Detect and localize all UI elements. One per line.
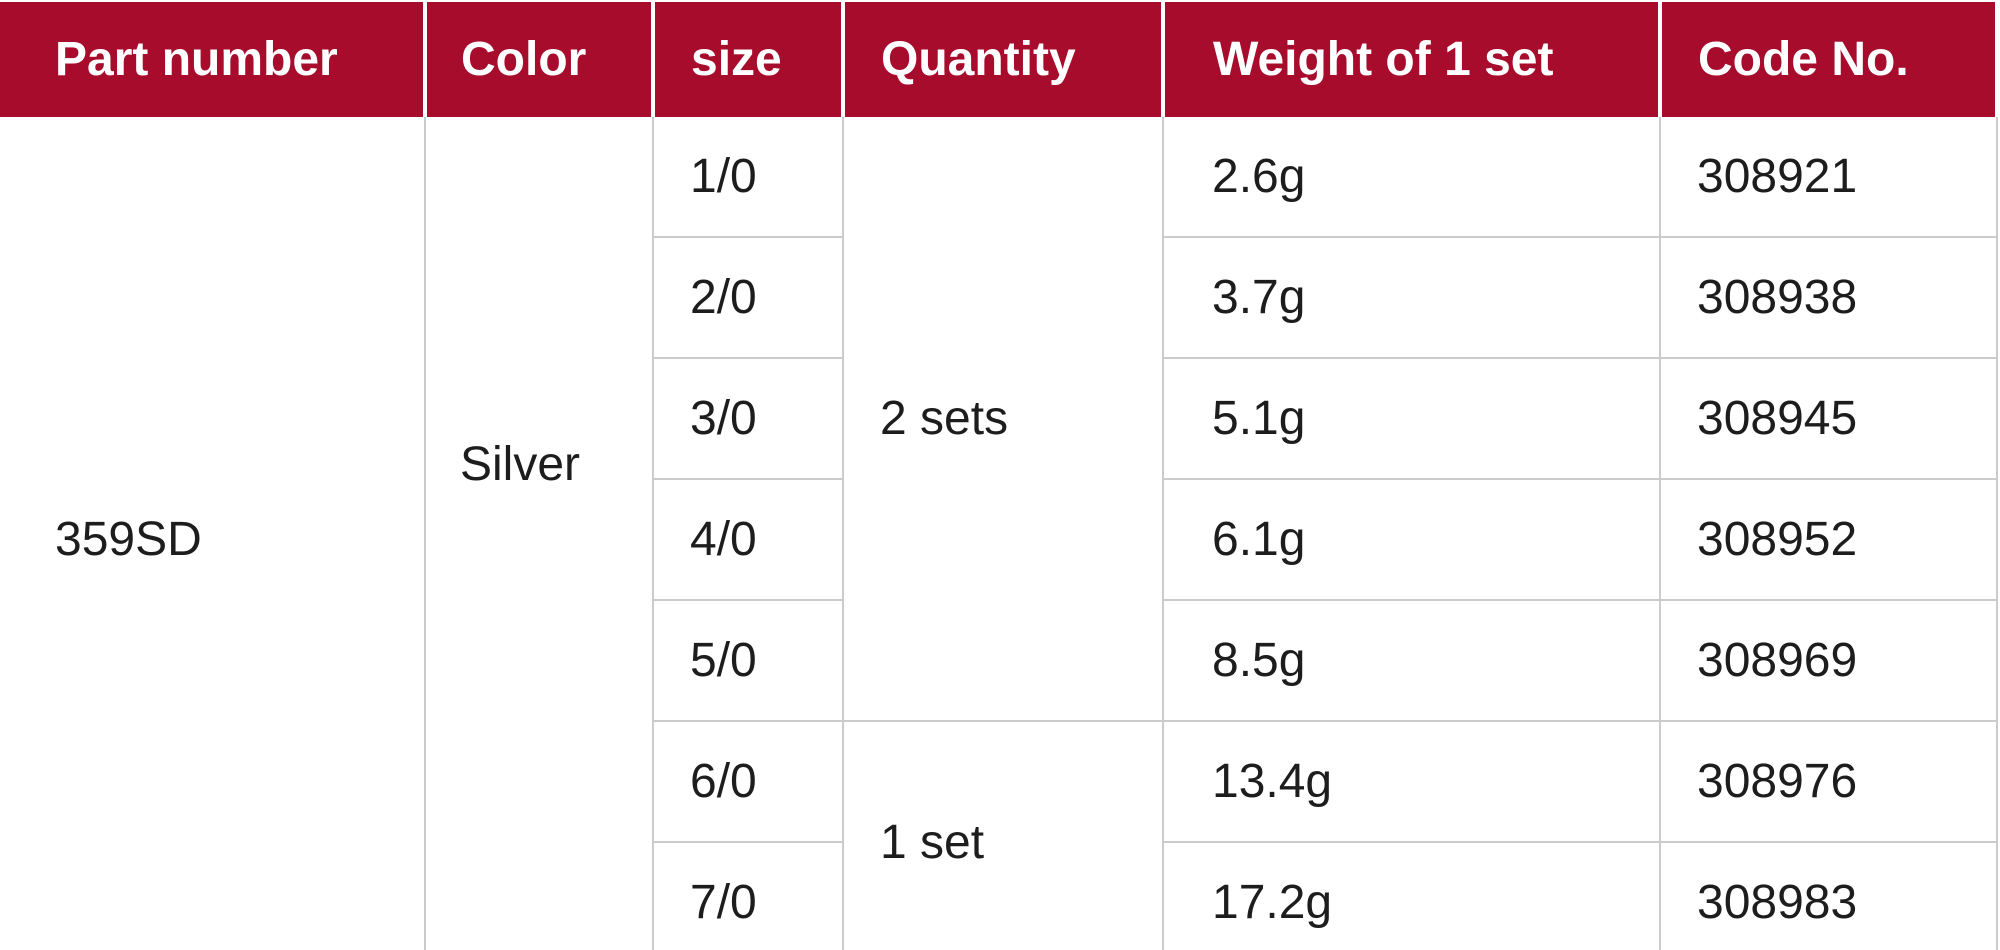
cell-weight: 13.4g — [1162, 720, 1661, 843]
code-value: 308945 — [1697, 392, 1858, 445]
header-part-number: Part number — [0, 2, 427, 117]
header-quantity-label: Quantity — [881, 33, 1076, 86]
header-weight-label: Weight of 1 set — [1213, 33, 1554, 86]
cell-quantity: 2 sets — [842, 117, 1164, 722]
cell-code: 308921 — [1659, 117, 1998, 238]
cell-size: 2/0 — [652, 236, 844, 359]
weight-value: 17.2g — [1212, 876, 1333, 929]
code-value: 308969 — [1697, 634, 1858, 687]
size-value: 5/0 — [690, 634, 757, 687]
code-value: 308921 — [1697, 150, 1858, 203]
table-header: Part number Color size Quantity Weight o… — [0, 2, 1999, 117]
color-value: Silver — [460, 438, 581, 491]
code-value: 308983 — [1697, 876, 1858, 929]
cell-weight: 6.1g — [1162, 478, 1661, 601]
weight-value: 3.7g — [1212, 271, 1306, 324]
cell-code: 308976 — [1659, 720, 1998, 843]
header-code-label: Code No. — [1698, 33, 1909, 86]
weight-value: 13.4g — [1212, 755, 1333, 808]
part-number-value: 359SD — [55, 513, 202, 566]
header-part-number-label: Part number — [55, 33, 338, 86]
cell-code: 308952 — [1659, 478, 1998, 601]
cell-code: 308945 — [1659, 357, 1998, 480]
header-weight: Weight of 1 set — [1163, 2, 1662, 117]
cell-size: 5/0 — [652, 599, 844, 722]
cell-code: 308969 — [1659, 599, 1998, 722]
code-value: 308938 — [1697, 271, 1858, 324]
table-row: 359SD Silver 1/0 2 sets 2.6g 308921 — [0, 117, 1998, 950]
cell-color: Silver — [424, 117, 654, 950]
cell-code: 308938 — [1659, 236, 1998, 359]
table-row: 2/0 3.7g 308938 — [0, 236, 1998, 359]
header-size-label: size — [691, 33, 782, 86]
weight-value: 5.1g — [1212, 392, 1306, 445]
header-color: Color — [425, 2, 655, 117]
cell-size: 7/0 — [652, 841, 844, 950]
size-value: 6/0 — [690, 755, 757, 808]
cell-weight: 17.2g — [1162, 841, 1661, 950]
table-row: 3/0 5.1g 308945 — [0, 357, 1998, 480]
cell-size: 1/0 — [652, 117, 844, 238]
code-value: 308952 — [1697, 513, 1858, 566]
header-row: Part number Color size Quantity Weight o… — [0, 2, 1999, 117]
cell-code: 308983 — [1659, 841, 1998, 950]
weight-value: 8.5g — [1212, 634, 1306, 687]
size-value: 2/0 — [690, 271, 757, 324]
table-row: 5/0 8.5g 308969 — [0, 599, 1998, 722]
size-value: 7/0 — [690, 876, 757, 929]
quantity-value: 1 set — [880, 815, 985, 869]
table-body: 359SD Silver 1/0 2 sets 2.6g 308921 2/0 … — [0, 117, 1998, 950]
code-value: 308976 — [1697, 755, 1858, 808]
table-row: 7/0 17.2g 308983 — [0, 841, 1998, 950]
cell-quantity: 1 set — [842, 720, 1164, 950]
size-value: 1/0 — [690, 150, 757, 203]
cell-size: 4/0 — [652, 478, 844, 601]
size-value: 3/0 — [690, 392, 757, 445]
weight-value: 2.6g — [1212, 150, 1306, 203]
quantity-value: 2 sets — [880, 392, 1009, 445]
table-row: 4/0 6.1g 308952 — [0, 478, 1998, 601]
cell-weight: 3.7g — [1162, 236, 1661, 359]
header-code: Code No. — [1660, 2, 1999, 117]
table-row: 6/0 1 set 13.4g 308976 — [0, 720, 1998, 950]
header-color-label: Color — [461, 33, 587, 86]
cell-weight: 5.1g — [1162, 357, 1661, 480]
weight-value: 6.1g — [1212, 513, 1306, 566]
size-value: 4/0 — [690, 513, 757, 566]
header-quantity: Quantity — [843, 2, 1165, 117]
cell-weight: 2.6g — [1162, 117, 1661, 238]
cell-size: 3/0 — [652, 357, 844, 480]
cell-part-number: 359SD — [0, 117, 426, 950]
header-size: size — [653, 2, 845, 117]
cell-weight: 8.5g — [1162, 599, 1661, 722]
cell-size: 6/0 — [652, 720, 844, 843]
